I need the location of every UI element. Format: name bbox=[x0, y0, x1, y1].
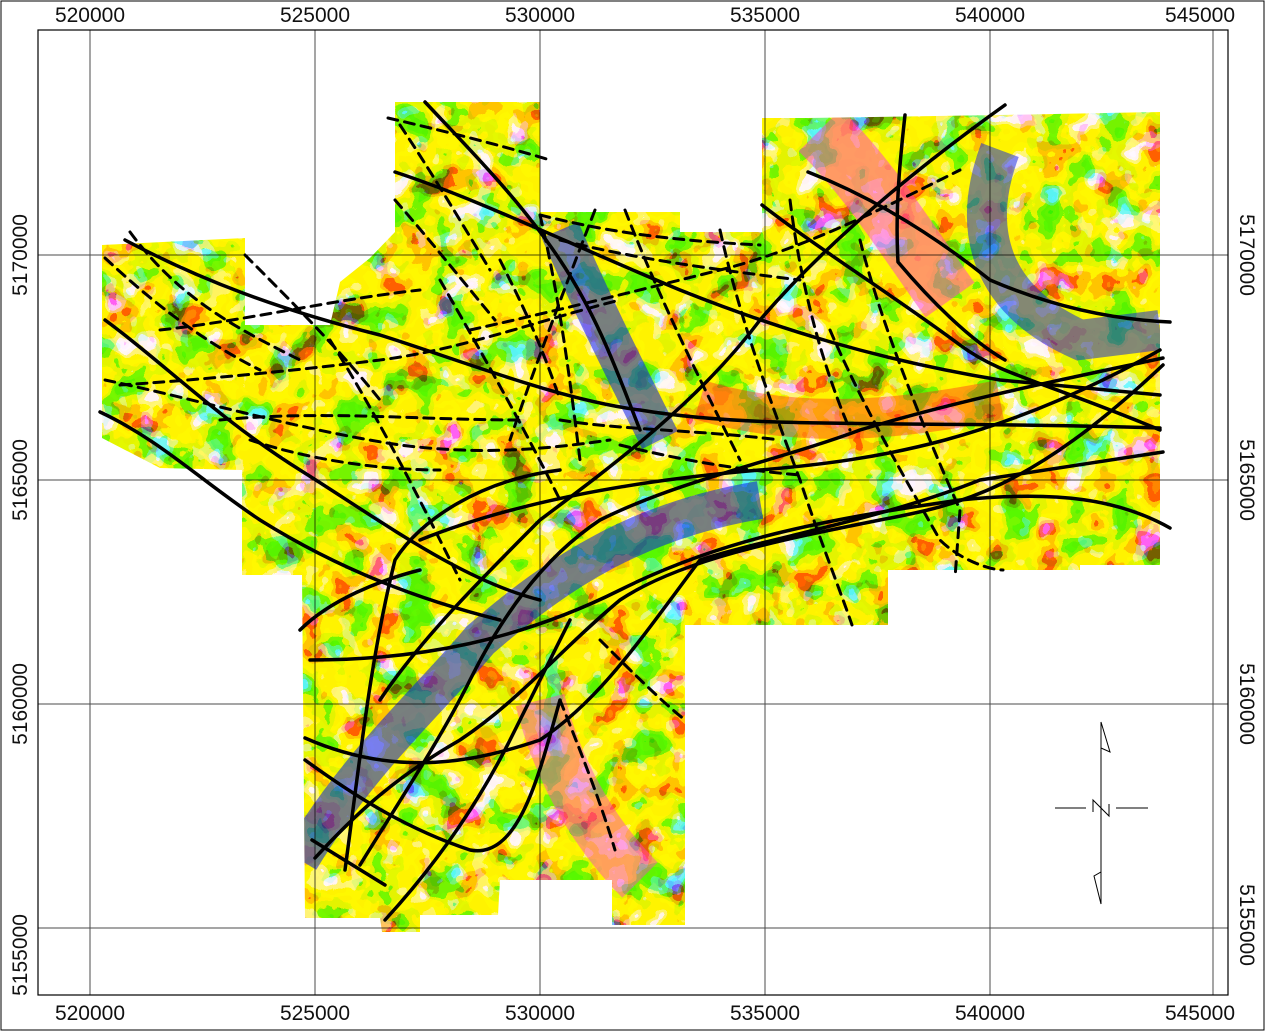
y-tick-left-3: 5155000 bbox=[9, 914, 32, 996]
x-tick-top-3: 535000 bbox=[730, 4, 800, 27]
x-tick-bottom-1: 525000 bbox=[280, 1002, 350, 1025]
map-frame-border bbox=[37, 29, 1229, 996]
solid-lineaments bbox=[98, 100, 1172, 922]
x-tick-top-1: 525000 bbox=[280, 4, 350, 27]
x-tick-top-4: 540000 bbox=[955, 4, 1025, 27]
x-tick-top-0: 520000 bbox=[55, 4, 125, 27]
y-axis-labels-left: 5170000 5165000 5160000 5155000 bbox=[9, 214, 32, 996]
y-tick-right-1: 5165000 bbox=[1235, 439, 1258, 521]
x-axis-labels-top: 520000 525000 530000 535000 540000 54500… bbox=[55, 4, 1235, 27]
x-tick-bottom-0: 520000 bbox=[55, 1002, 125, 1025]
x-tick-bottom-3: 535000 bbox=[730, 1002, 800, 1025]
y-tick-right-0: 5170000 bbox=[1235, 214, 1258, 296]
coordinate-grid bbox=[38, 30, 1228, 995]
y-axis-labels-right: 5170000 5165000 5160000 5155000 bbox=[1235, 214, 1258, 966]
x-tick-bottom-4: 540000 bbox=[955, 1002, 1025, 1025]
x-tick-top-5: 545000 bbox=[1165, 4, 1235, 27]
x-tick-bottom-2: 530000 bbox=[505, 1002, 575, 1025]
y-tick-left-0: 5170000 bbox=[9, 214, 32, 296]
x-tick-bottom-5: 545000 bbox=[1165, 1002, 1235, 1025]
x-axis-labels-bottom: 520000 525000 530000 535000 540000 54500… bbox=[55, 1002, 1235, 1025]
x-tick-top-2: 530000 bbox=[505, 4, 575, 27]
dashed-lineaments bbox=[103, 116, 1005, 852]
y-tick-right-2: 5160000 bbox=[1235, 663, 1258, 745]
y-tick-left-1: 5165000 bbox=[9, 439, 32, 521]
y-tick-right-3: 5155000 bbox=[1235, 884, 1258, 966]
y-tick-left-2: 5160000 bbox=[9, 663, 32, 745]
north-arrow-icon bbox=[1055, 721, 1148, 905]
